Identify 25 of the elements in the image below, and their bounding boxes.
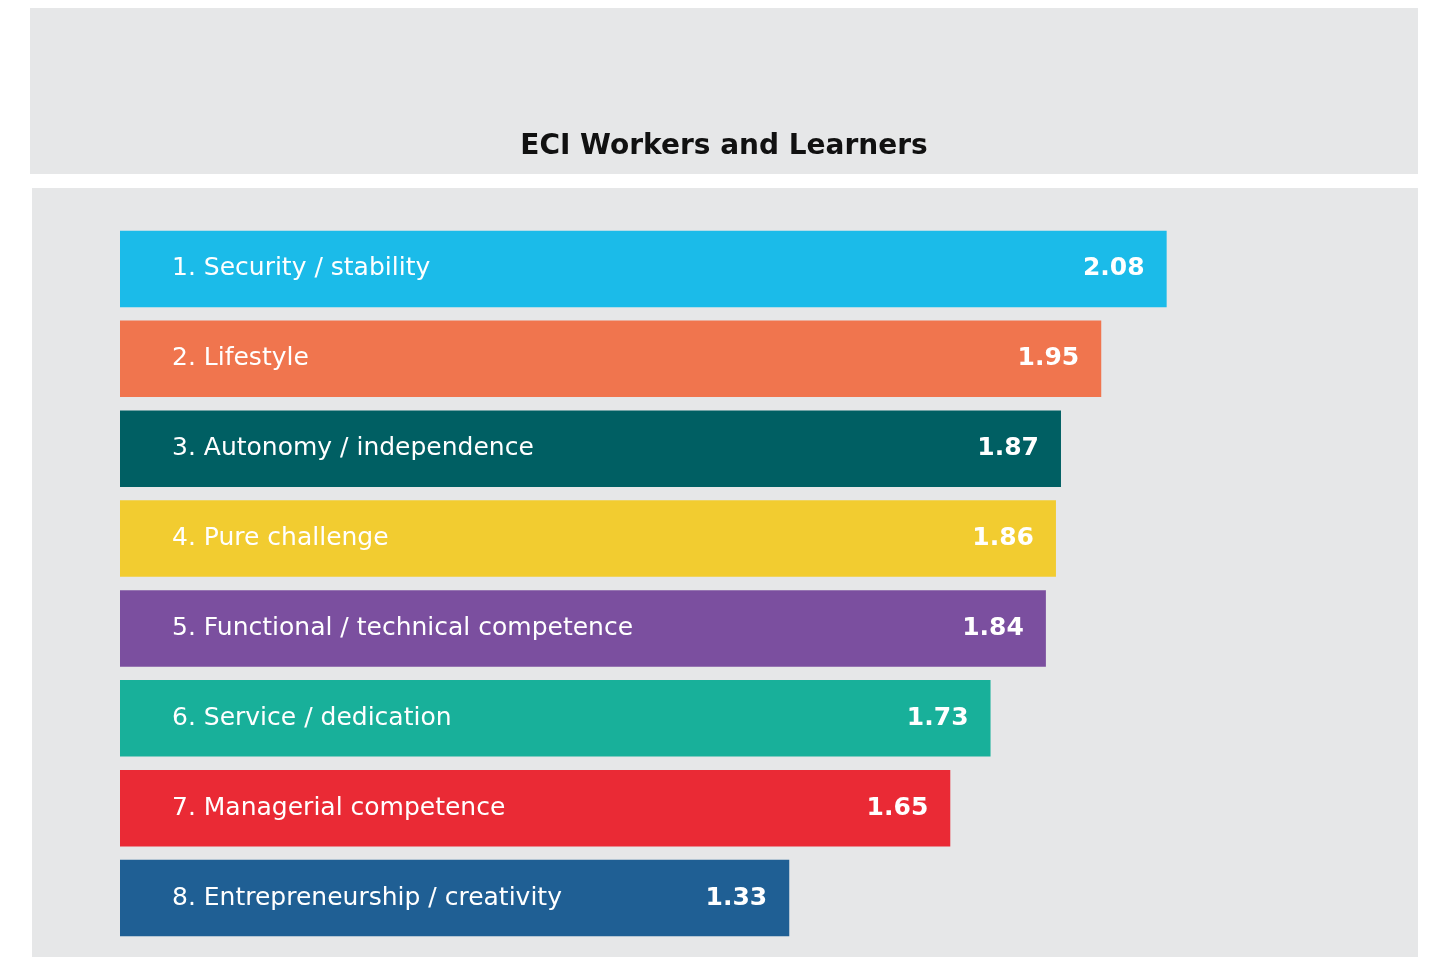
y-tick-label: 7. Managerial competence	[172, 791, 506, 821]
bar	[120, 590, 1046, 667]
chart-title: ECI Workers and Learners	[519, 128, 929, 161]
data-label: 1.73	[906, 701, 969, 731]
bar	[120, 500, 1056, 577]
data-label: 1.86	[972, 522, 1034, 552]
data-label: 1.65	[866, 791, 929, 821]
data-label: 1.87	[977, 432, 1039, 462]
y-tick-label: 3. Autonomy / independence	[172, 432, 534, 462]
bar	[120, 320, 1102, 398]
y-tick-label: 6. Service / dedication	[172, 701, 452, 731]
y-tick-label: 8. Entrepreneurship / creativity	[172, 881, 563, 911]
bar	[120, 410, 1061, 487]
bar	[120, 230, 1167, 308]
data-label: 2.08	[1082, 252, 1145, 282]
bar	[120, 769, 951, 847]
y-tick-label: 4. Pure challenge	[172, 522, 389, 552]
bar	[120, 680, 991, 757]
bar	[120, 859, 790, 937]
y-tick-label: 2. Lifestyle	[172, 342, 309, 372]
data-label: 1.84	[962, 611, 1024, 641]
y-tick-label: 1. Security / stability	[172, 252, 431, 282]
y-tick-label: 5. Functional / technical competence	[172, 611, 634, 641]
data-label: 1.33	[705, 881, 768, 911]
data-label: 1.95	[1017, 342, 1080, 372]
